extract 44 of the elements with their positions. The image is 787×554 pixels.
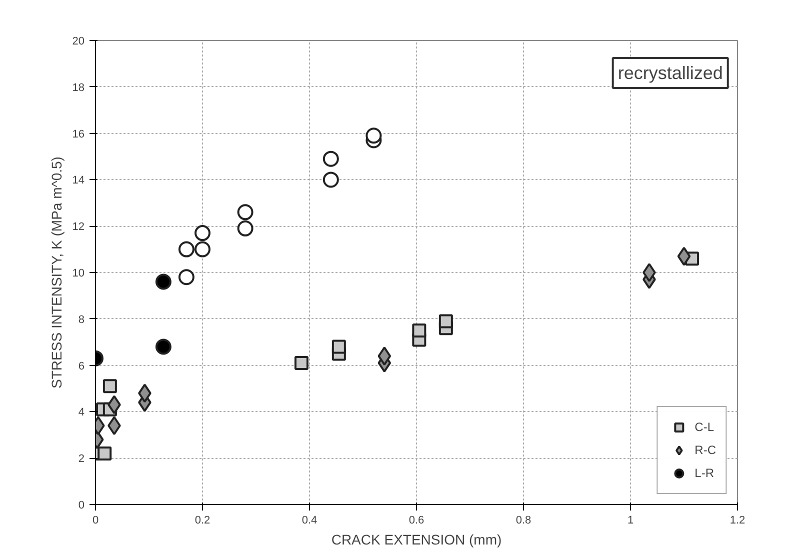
point: [194, 241, 210, 258]
legend-label: R-C: [694, 443, 716, 457]
x-tick-label: 0: [92, 514, 99, 526]
point: [237, 220, 254, 236]
x-axis-title: CRACK EXTENSION (mm): [331, 532, 502, 548]
y-tick-label: 6: [78, 360, 85, 372]
point: [322, 172, 339, 188]
y-tick-label: 2: [78, 453, 85, 466]
x-tick-label: 0.6: [408, 514, 424, 526]
y-axis-title: STRESS INTENSITY, K (MPa m^0.5): [48, 156, 64, 388]
point: [155, 274, 172, 290]
legend-label: L-R: [694, 466, 715, 480]
x-tick-label: 0.8: [516, 514, 532, 526]
point: [322, 150, 339, 167]
x-tick-label: 1: [627, 514, 634, 526]
y-tick-label: 20: [72, 36, 85, 48]
point: [178, 241, 194, 258]
x-tick-label: 1.2: [730, 514, 746, 526]
point: [155, 338, 172, 355]
y-tick-label: 4: [78, 406, 85, 419]
point: [178, 269, 194, 286]
y-tick-label: 8: [78, 314, 85, 326]
legend-label: C-L: [694, 420, 715, 434]
y-tick-label: 10: [72, 268, 85, 280]
y-tick-label: 12: [72, 221, 85, 234]
point: [237, 204, 254, 220]
x-tick-label: 0.2: [194, 514, 210, 526]
point: [366, 128, 382, 144]
point: [412, 324, 426, 338]
x-tick-label: 0.4: [302, 514, 318, 526]
point: [194, 225, 210, 242]
point: [378, 346, 392, 366]
y-tick-label: 0: [78, 500, 85, 512]
point: [98, 446, 112, 460]
point: [677, 246, 691, 266]
y-tick-label: 18: [72, 82, 85, 94]
point: [294, 356, 308, 370]
point: [438, 314, 453, 328]
point: [642, 263, 656, 282]
point: [102, 379, 117, 394]
point: [332, 340, 346, 354]
y-tick-label: 16: [72, 128, 85, 140]
annotation: recrystallized: [618, 62, 723, 83]
y-tick-label: 14: [72, 174, 85, 187]
